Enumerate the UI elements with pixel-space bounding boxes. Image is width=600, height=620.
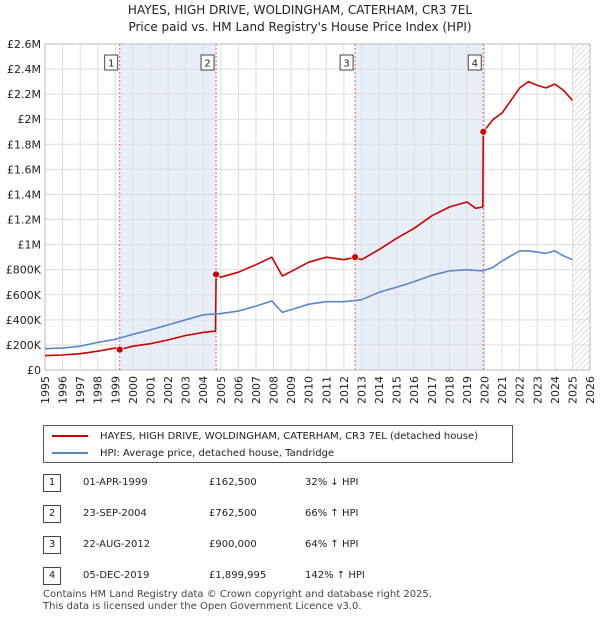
sale-marker-label: 3	[343, 59, 349, 70]
footer-licence: This data is licensed under the Open Gov…	[43, 601, 362, 612]
x-tick-label: 2023	[531, 376, 544, 404]
x-tick-label: 2007	[250, 376, 263, 404]
chart-legend: HAYES, HIGH DRIVE, WOLDINGHAM, CATERHAM,…	[43, 425, 513, 463]
sale-price: £900,000	[209, 539, 257, 550]
x-tick-label: 2011	[320, 376, 333, 404]
y-tick-label: £800K	[6, 264, 42, 277]
x-tick-label: 2024	[549, 376, 562, 404]
footer-copyright: Contains HM Land Registry data © Crown c…	[43, 589, 432, 600]
x-tick-label: 2004	[197, 376, 210, 404]
sale-marker-box	[104, 54, 119, 71]
y-tick-label: £1M	[18, 239, 42, 252]
x-tick-label: 2018	[443, 376, 456, 404]
x-tick-label: 2014	[373, 376, 386, 404]
x-tick-label: 2006	[232, 376, 245, 404]
sale-price: £162,500	[209, 477, 257, 488]
sale-row: 3 22-AUG-2012 £900,000 64% ↑ HPI	[43, 536, 463, 556]
price-chart: 1 2 3 4 £0 £200K £400K £600K £800K £1M £1.2M £1.4M £…	[6, 38, 597, 404]
y-tick-label: £1.4M	[7, 188, 41, 201]
y-tick-label: £200K	[6, 339, 42, 352]
sale-marker-label: 2	[204, 59, 210, 70]
y-tick-label: £2M	[18, 113, 42, 126]
x-tick-label: 2012	[338, 376, 351, 404]
sale-number: 2	[43, 505, 61, 523]
sale-hpi-delta: 66% ↑ HPI	[305, 508, 359, 519]
x-tick-label: 2003	[180, 376, 193, 404]
projection-hatch	[572, 44, 590, 370]
x-tick-label: 2000	[127, 376, 140, 404]
x-tick-label: 2025	[566, 376, 579, 404]
x-tick-label: 2005	[215, 376, 228, 404]
sale-point	[351, 253, 360, 262]
x-tick-label: 2016	[408, 376, 421, 404]
y-tick-label: £1.8M	[7, 138, 41, 151]
sale-row: 4 05-DEC-2019 £1,899,995 142% ↑ HPI	[43, 567, 463, 587]
sale-point	[212, 270, 220, 279]
x-tick-label: 1999	[109, 376, 122, 404]
x-tick-label: 2013	[355, 376, 368, 404]
chart-title: HAYES, HIGH DRIVE, WOLDINGHAM, CATERHAM,…	[127, 3, 473, 17]
sale-hpi-delta: 142% ↑ HPI	[305, 570, 365, 581]
legend-label-property: HAYES, HIGH DRIVE, WOLDINGHAM, CATERHAM,…	[100, 430, 478, 442]
sale-hpi-delta: 64% ↑ HPI	[305, 539, 359, 550]
hpi-line	[44, 250, 573, 350]
chart-subtitle: Price paid vs. HM Land Registry's House …	[128, 20, 472, 34]
plot-frame	[44, 43, 591, 371]
y-tick-label: £600K	[6, 289, 42, 302]
x-tick-label: 2020	[479, 376, 492, 404]
x-tick-label: 2008	[268, 376, 281, 404]
legend-swatch-property	[52, 435, 88, 437]
ownership-span	[355, 44, 484, 370]
x-tick-label: 2022	[514, 376, 527, 404]
y-tick-label: £400K	[6, 314, 42, 327]
y-tick-label: £2.6M	[7, 38, 41, 51]
y-tick-label: £1.6M	[7, 163, 41, 176]
sale-price: £762,500	[209, 508, 257, 519]
y-tick-label: £2.2M	[7, 88, 41, 101]
x-tick-label: 2026	[584, 376, 597, 404]
sale-point	[115, 345, 124, 354]
x-tick-label: 1998	[92, 376, 105, 404]
sale-number: 1	[43, 474, 61, 492]
x-tick-label: 2017	[426, 376, 439, 404]
legend-item-hpi: HPI: Average price, detached house, Tand…	[52, 445, 334, 461]
sale-marker-box	[339, 54, 354, 71]
sale-row: 1 01-APR-1999 £162,500 32% ↓ HPI	[43, 474, 463, 494]
x-tick-label: 1996	[57, 376, 70, 404]
legend-label-hpi: HPI: Average price, detached house, Tand…	[100, 447, 335, 459]
sale-date: 23-SEP-2004	[83, 508, 147, 519]
footer: Contains HM Land Registry data © Crown c…	[43, 589, 432, 613]
x-tick-label: 1997	[74, 376, 87, 404]
y-tick-label: £2.4M	[7, 63, 41, 76]
x-tick-label: 1995	[39, 376, 52, 404]
x-tick-label: 2002	[162, 376, 175, 404]
sale-row: 2 23-SEP-2004 £762,500 66% ↑ HPI	[43, 505, 463, 525]
sale-date: 22-AUG-2012	[83, 539, 151, 550]
x-tick-label: 2010	[303, 376, 316, 404]
x-tick-label: 2021	[496, 376, 509, 404]
sale-marker-box	[467, 54, 482, 71]
x-tick-label: 2015	[391, 376, 404, 404]
sale-number: 3	[43, 536, 61, 554]
sale-hpi-delta: 32% ↓ HPI	[305, 477, 359, 488]
x-tick-label: 2009	[285, 376, 298, 404]
sale-marker-box	[200, 54, 215, 71]
x-tick-label: 2001	[144, 376, 157, 404]
sale-marker-label: 4	[472, 59, 478, 70]
sale-price: £1,899,995	[209, 570, 267, 581]
sale-number: 4	[43, 567, 61, 585]
sale-marker-label: 1	[108, 59, 114, 70]
sale-date: 05-DEC-2019	[83, 570, 150, 581]
x-tick-label: 2019	[461, 376, 474, 404]
legend-item-property: HAYES, HIGH DRIVE, WOLDINGHAM, CATERHAM,…	[52, 428, 478, 444]
property-price-line	[44, 80, 574, 357]
legend-swatch-hpi	[52, 452, 88, 454]
y-tick-label: £1.2M	[7, 214, 41, 227]
sale-point	[479, 127, 488, 136]
y-tick-label: £0	[27, 364, 41, 377]
sale-date: 01-APR-1999	[83, 477, 148, 488]
